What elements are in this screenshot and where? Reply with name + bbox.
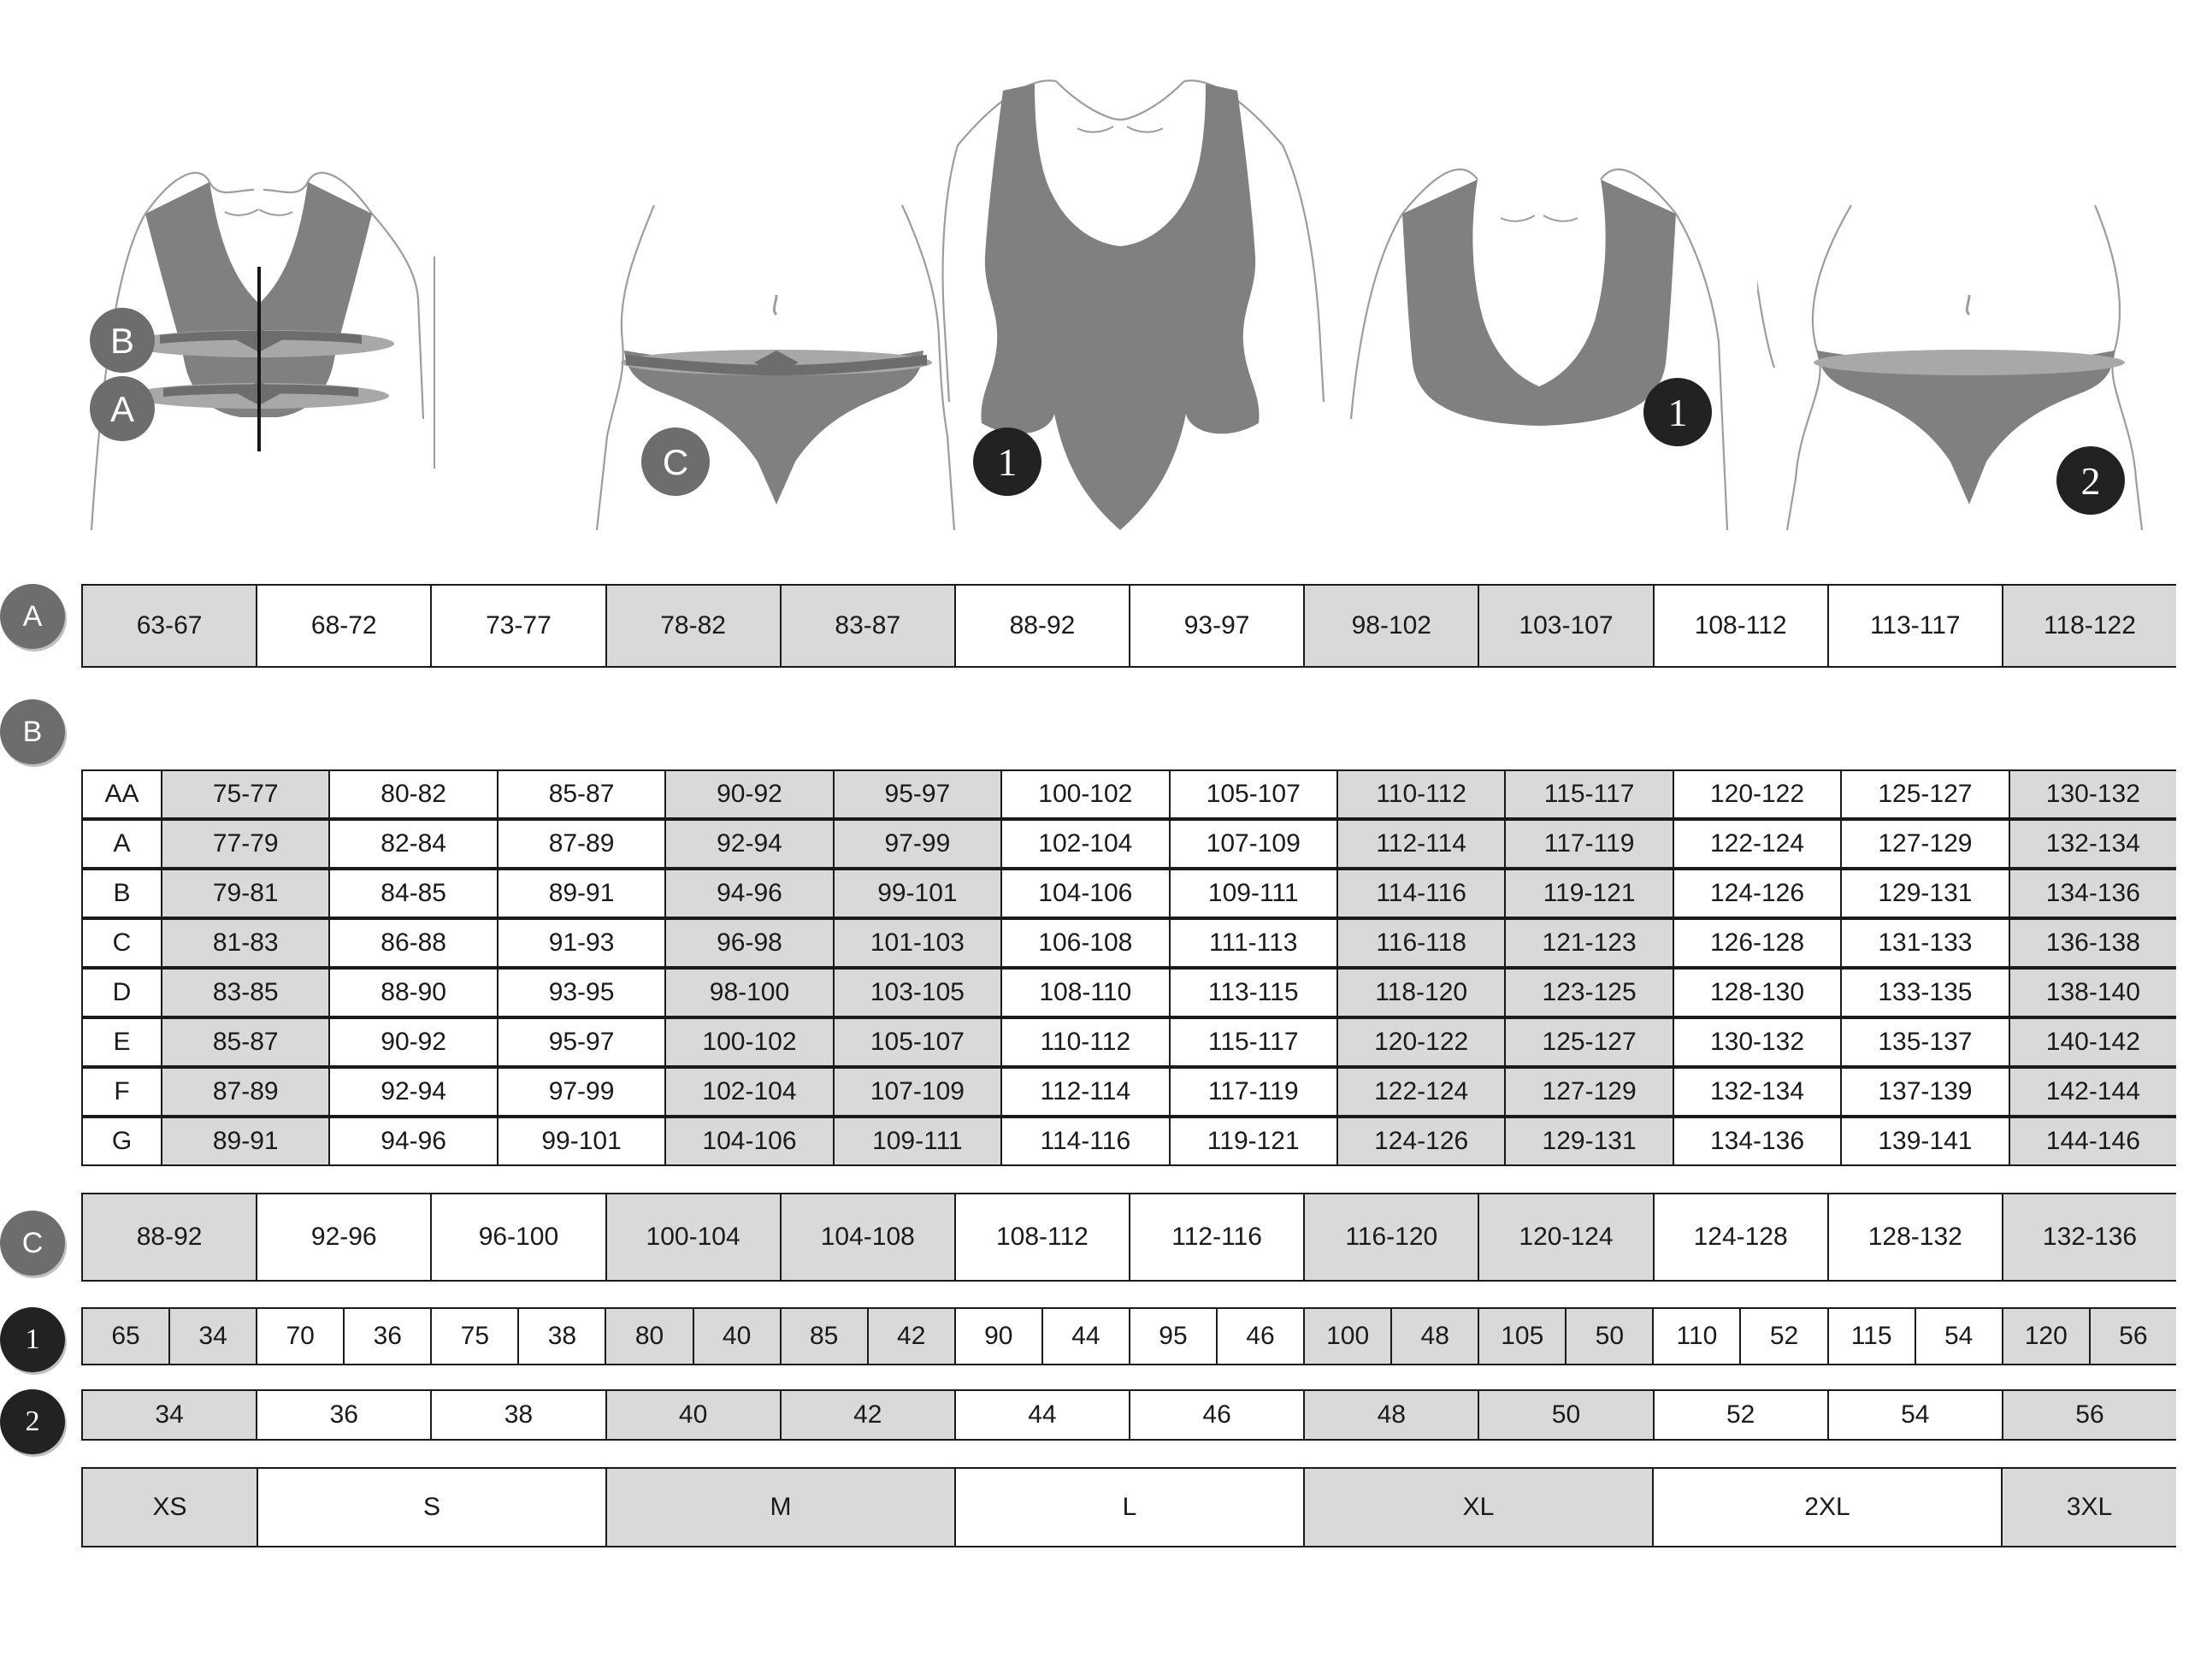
svg-text:C: C (663, 442, 688, 482)
svg-text:B: B (110, 321, 134, 361)
svg-text:1: 1 (998, 440, 1018, 484)
svg-text:A: A (110, 389, 134, 429)
svg-text:1: 1 (1668, 391, 1688, 434)
svg-text:2: 2 (2081, 459, 2101, 503)
